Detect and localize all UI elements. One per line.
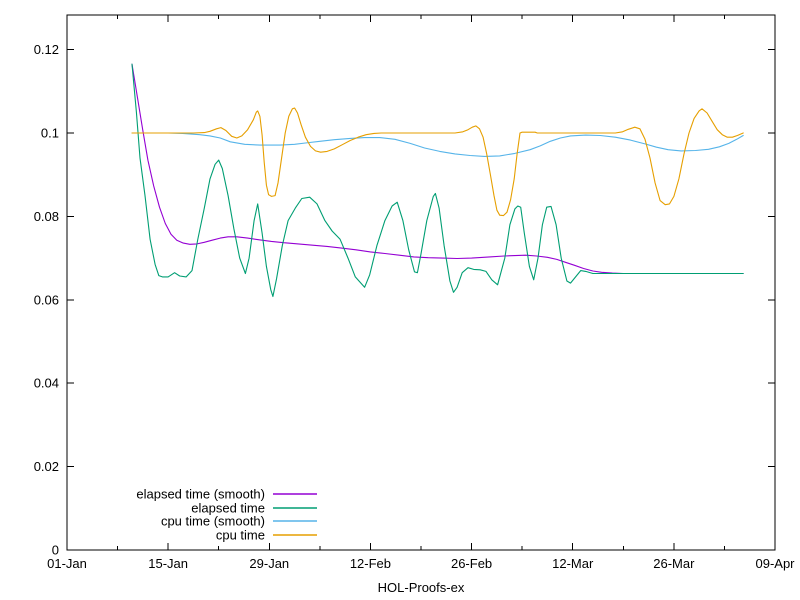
series-line-cpu-time-smooth-: [131, 132, 744, 157]
y-tick-label: 0.12: [34, 42, 59, 57]
axis-ticks: [66, 15, 776, 551]
y-tick-label: 0.1: [41, 126, 59, 141]
legend-label: cpu time: [216, 528, 265, 543]
legend-label: cpu time (smooth): [161, 514, 265, 529]
legend-label: elapsed time (smooth): [136, 487, 265, 502]
y-tick-label: 0.04: [34, 376, 59, 391]
x-tick-label: 09-Apr: [755, 556, 795, 571]
y-tick-label: 0.06: [34, 292, 59, 307]
x-tick-label: 01-Jan: [47, 556, 87, 571]
x-tick-label: 15-Jan: [148, 556, 188, 571]
series-lines: [131, 63, 744, 298]
series-line-elapsed-time-smooth-: [131, 63, 744, 275]
axis-tick-labels: 01-Jan 15-Jan 29-Jan 12-Feb 26-Feb 12-Mar 26-M…: [34, 42, 795, 571]
x-tick-label: 12-Feb: [350, 556, 391, 571]
y-tick-label: 0.02: [34, 459, 59, 474]
series-line-cpu-time: [131, 107, 744, 217]
x-tick-label: 26-Feb: [451, 556, 492, 571]
x-tick-label: 26-Mar: [653, 556, 695, 571]
y-tick-label: 0.08: [34, 209, 59, 224]
x-axis-title: HOL-Proofs-ex: [378, 580, 465, 595]
series-line-elapsed-time: [131, 63, 744, 298]
y-tick-label: 0: [52, 543, 59, 558]
legend-label: elapsed time: [191, 501, 265, 516]
x-tick-label: 29-Jan: [249, 556, 289, 571]
x-tick-label: 12-Mar: [552, 556, 594, 571]
